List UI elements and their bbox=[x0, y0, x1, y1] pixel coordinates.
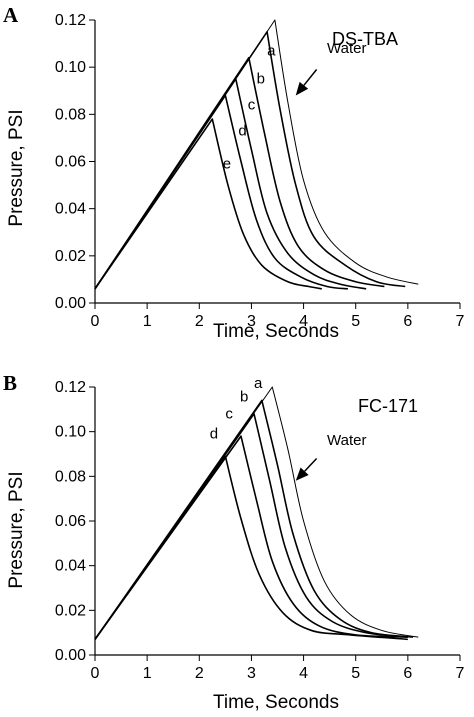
y-tick-label: 0.12 bbox=[55, 12, 86, 29]
axes-a: 0 1 2 3 4 5 6 7 0.00 0.02 0.04 0.06 0.08 0.10 0.12 bbox=[55, 12, 465, 330]
x-tick-label: 2 bbox=[195, 665, 204, 682]
series-line-b bbox=[94, 56, 385, 290]
x-tick-label: 4 bbox=[299, 313, 308, 330]
x-tick-label: 0 bbox=[91, 313, 100, 330]
x-axis-title-b: Time, Seconds bbox=[213, 692, 339, 713]
x-tick-label: 6 bbox=[403, 665, 412, 682]
x-tick-label: 5 bbox=[351, 665, 360, 682]
y-tick-label: 0.12 bbox=[55, 379, 86, 396]
curve-label-c: c bbox=[225, 405, 233, 422]
series-line-c bbox=[94, 435, 408, 640]
x-tick-label: 6 bbox=[403, 313, 412, 330]
y-axis-title-b: Pressure, PSI bbox=[6, 471, 27, 588]
water-arrowhead-b bbox=[295, 467, 309, 481]
series-line-a bbox=[94, 399, 414, 640]
panel-b: B FC-171 0 1 2 3 4 5 6 7 0.00 0.02 0.04 0.06 0.08 0.1… bbox=[3, 371, 465, 713]
y-axis-title-a: Pressure, PSI bbox=[6, 109, 27, 226]
y-tick-label: 0.02 bbox=[55, 248, 86, 265]
curve-label-a: a bbox=[267, 42, 276, 59]
curve-label-b: b bbox=[240, 389, 248, 406]
series-line-e bbox=[94, 118, 322, 290]
series-line-d bbox=[94, 94, 348, 290]
x-tick-label: 0 bbox=[91, 665, 100, 682]
y-tick-label: 0.06 bbox=[55, 154, 86, 171]
axes-b: 0 1 2 3 4 5 6 7 0.00 0.02 0.04 0.06 0.08 0.10 0.12 bbox=[55, 379, 465, 682]
x-tick-label: 5 bbox=[351, 313, 360, 330]
x-tick-label: 2 bbox=[195, 313, 204, 330]
panel-letter-a: A bbox=[3, 3, 19, 27]
series-group-a bbox=[94, 19, 419, 290]
x-tick-label: 1 bbox=[143, 313, 152, 330]
curve-label-a: a bbox=[254, 375, 263, 392]
curve-label-d: d bbox=[238, 123, 246, 140]
curve-label-d: d bbox=[210, 425, 218, 442]
series-line-water bbox=[94, 386, 419, 640]
y-tick-label: 0.04 bbox=[55, 558, 86, 575]
y-tick-label: 0.06 bbox=[55, 513, 86, 530]
chart-title-b: FC-171 bbox=[358, 396, 418, 416]
y-tick-label: 0.00 bbox=[55, 295, 86, 312]
y-tick-label: 0.04 bbox=[55, 201, 86, 218]
y-tick-label: 0.02 bbox=[55, 602, 86, 619]
panel-letter-b: B bbox=[3, 371, 17, 395]
curve-label-c: c bbox=[248, 97, 256, 114]
series-line-d bbox=[94, 455, 408, 641]
chart-title-a: DS-TBA bbox=[332, 29, 398, 49]
water-label-b: Water bbox=[327, 432, 366, 449]
y-tick-label: 0.08 bbox=[55, 468, 86, 485]
curve-label-e: e bbox=[223, 156, 231, 173]
x-tick-label: 3 bbox=[247, 313, 256, 330]
water-arrowhead-a bbox=[295, 81, 309, 96]
x-tick-label: 1 bbox=[143, 665, 152, 682]
y-tick-label: 0.10 bbox=[55, 424, 86, 441]
series-line-c bbox=[94, 78, 367, 290]
water-arrow-b bbox=[304, 457, 318, 472]
panel-a: A DS-TBA 0 1 2 3 4 5 6 7 0.00 0.02 0.04 0.06 0.08 0.1… bbox=[3, 3, 465, 342]
y-tick-label: 0.00 bbox=[55, 647, 86, 664]
x-tick-label: 7 bbox=[456, 665, 465, 682]
series-line-b bbox=[94, 413, 408, 640]
x-axis-title-a: Time, Seconds bbox=[213, 321, 339, 342]
x-tick-label: 4 bbox=[299, 665, 308, 682]
y-tick-label: 0.10 bbox=[55, 59, 86, 76]
curve-label-b: b bbox=[257, 71, 265, 88]
series-line-water bbox=[94, 19, 419, 290]
x-tick-label: 7 bbox=[456, 313, 465, 330]
series-group-b bbox=[94, 386, 419, 641]
water-arrow-a bbox=[303, 69, 318, 86]
water-label-a: Water bbox=[327, 40, 366, 57]
y-tick-label: 0.08 bbox=[55, 106, 86, 123]
series-line-a bbox=[94, 30, 406, 290]
x-tick-label: 3 bbox=[247, 665, 256, 682]
